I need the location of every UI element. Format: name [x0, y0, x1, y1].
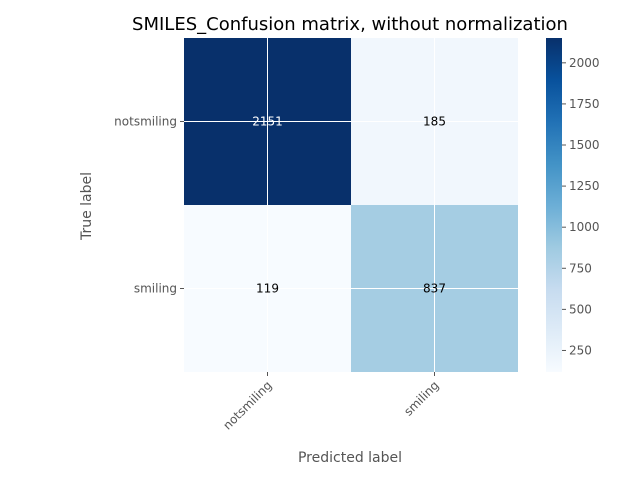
- y-axis-label: True label: [79, 172, 95, 241]
- grid-lines: [184, 38, 518, 372]
- cell-value-labels: 2151 185 119 837: [252, 115, 446, 296]
- colorbar-tick-label: 500: [569, 302, 592, 316]
- x-tick-label: smiling: [401, 378, 441, 418]
- colorbar-tick-label: 1250: [569, 179, 600, 193]
- y-axis-ticks: notsmiling smiling: [114, 115, 184, 296]
- colorbar-tick-label: 1000: [569, 220, 600, 234]
- y-tick-label: smiling: [134, 282, 177, 296]
- y-tick-label: notsmiling: [114, 115, 177, 129]
- cell-value-label: 185: [423, 115, 446, 129]
- colorbar: [546, 38, 562, 372]
- cell-value-label: 837: [423, 282, 446, 296]
- x-tick-label: notsmiling: [220, 378, 274, 432]
- cell-value-label: 2151: [252, 115, 283, 129]
- colorbar-tick-label: 750: [569, 261, 592, 275]
- heatmap-cells: [184, 38, 518, 372]
- colorbar-tick-label: 2000: [569, 56, 600, 70]
- x-axis-ticks: notsmiling smiling: [220, 372, 442, 433]
- chart-title: SMILES_Confusion matrix, without normali…: [132, 14, 568, 35]
- colorbar-tick-label: 250: [569, 343, 592, 357]
- colorbar-tick-label: 1500: [569, 138, 600, 152]
- cell-value-label: 119: [256, 282, 279, 296]
- x-axis-label: Predicted label: [298, 450, 402, 466]
- colorbar-tick-label: 1750: [569, 97, 600, 111]
- colorbar-ticks: 250 500 750 1000 1250 1500 1750 2000: [562, 56, 600, 357]
